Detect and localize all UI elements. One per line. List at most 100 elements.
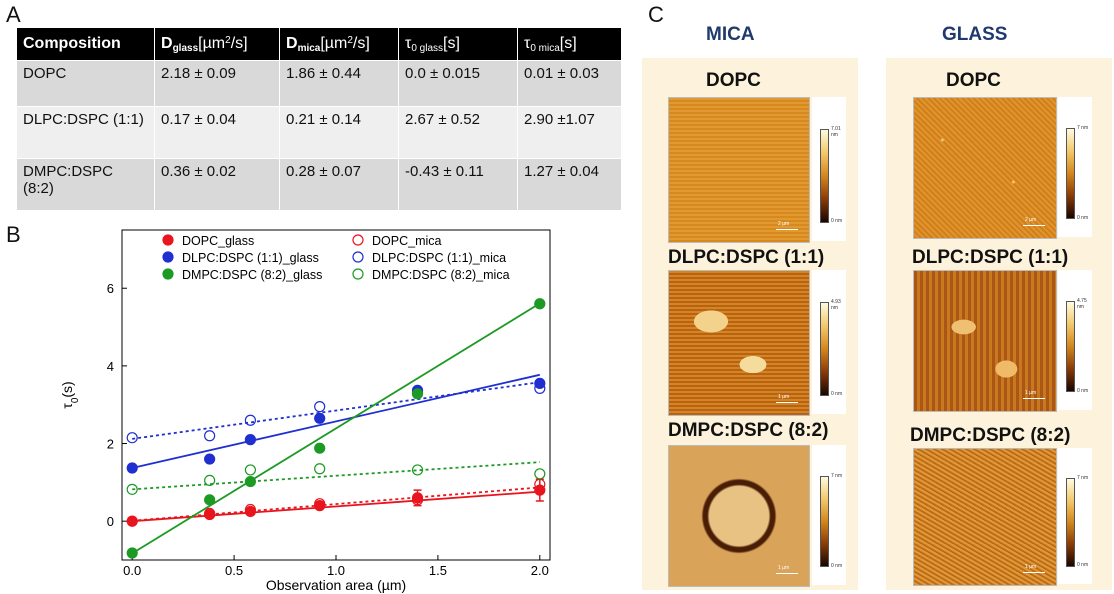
data-point: [244, 414, 256, 426]
data-point: [204, 474, 216, 487]
header-d-mica-unit: [µm: [320, 34, 348, 52]
y-tick-label: 6: [107, 281, 114, 296]
legend-marker: [352, 268, 364, 280]
colorbar-gradient: [1066, 300, 1075, 393]
header-d-glass: Dglass[µm2/s]: [154, 28, 280, 61]
colorbar-max-label: 7 nm: [1077, 125, 1089, 131]
fit-line: [132, 381, 540, 440]
colorbar-min-label: 0 nm: [831, 217, 843, 224]
data-point: [534, 382, 546, 394]
glass-afm-label: DLPC:DSPC (1:1): [912, 247, 1069, 268]
cell-tau-mica: 0.01 ± 0.03: [517, 60, 621, 107]
data-point: [534, 468, 546, 480]
data-point: [244, 464, 256, 476]
colorbar-gradient: [1066, 127, 1075, 220]
colorbar: 4.75 nm 0 nm: [1058, 270, 1092, 410]
scale-bar-label: 2 µm: [778, 221, 790, 227]
colorbar-min-label: 0 nm: [1077, 387, 1089, 394]
scale-bar: [1023, 225, 1045, 226]
header-tau-glass-sub: 0 glass: [411, 42, 444, 54]
panel-label-a: A: [6, 2, 21, 27]
data-point: [204, 430, 216, 442]
colorbar-max-label: 7 nm: [1077, 475, 1089, 482]
data-point: [314, 412, 326, 424]
scale-bar: [1023, 572, 1045, 573]
header-tau-mica-sub: 0 mica: [530, 42, 560, 54]
cell-d-mica: 0.21 ± 0.14: [279, 106, 399, 159]
data-point: [126, 432, 138, 444]
cell-tau-mica: 1.27 ± 0.04: [517, 158, 621, 210]
header-d-mica-sub: mica: [297, 42, 321, 54]
colorbar-max-label: 4.93 nm: [831, 298, 841, 311]
scale-bar-label: 2 µm: [1025, 217, 1037, 223]
scale-bar-label: 1 µm: [1025, 564, 1037, 570]
y-tick-label: 2: [107, 437, 114, 452]
colorbar-gradient: [820, 301, 829, 396]
x-axis-label: Observation area (µm): [266, 577, 406, 593]
fit-line: [131, 373, 541, 469]
colorbar-min-label: 0 nm: [831, 390, 843, 397]
header-d-glass-unit: [µm: [198, 34, 226, 52]
table-header-row: Composition Dglass[µm2/s] Dmica[µm2/s] τ…: [17, 28, 621, 61]
colorbar: 4.93 nm 0 nm: [812, 270, 846, 414]
glass-afm-image: [913, 97, 1057, 239]
glass-afm-image: [913, 448, 1057, 586]
cell-d-glass: 0.17 ± 0.04: [154, 106, 280, 159]
diffusion-table: Composition Dglass[µm2/s] Dmica[µm2/s] τ…: [17, 28, 621, 210]
data-point: [204, 494, 216, 506]
colorbar: 7 nm 0 nm: [1058, 448, 1092, 584]
mica-afm-image: [668, 97, 810, 243]
data-point: [126, 462, 138, 474]
header-d-glass-unit2: /s]: [230, 34, 248, 52]
header-d-glass-main: D: [161, 34, 173, 52]
data-point: [244, 475, 256, 488]
cell-tau-mica: 2.90 ±1.07: [517, 106, 621, 159]
x-tick-label: 1.5: [429, 563, 447, 578]
data-point: [244, 434, 256, 446]
colorbar-gradient: [820, 128, 829, 223]
data-point: [126, 547, 138, 559]
header-tau-mica-main: τ: [524, 34, 531, 52]
header-d-mica-main: D: [286, 34, 298, 52]
mica-afm-label: DLPC:DSPC (1:1): [668, 247, 825, 268]
glass-column-title: GLASS: [942, 24, 1008, 45]
data-point: [314, 498, 326, 510]
header-d-glass-sup: 2: [225, 34, 231, 46]
glass-afm-label: DMPC:DSPC (8:2): [910, 425, 1071, 446]
colorbar-min-label: 0 nm: [831, 562, 843, 569]
mica-afm-image: [668, 270, 810, 416]
scale-bar: [776, 402, 798, 403]
header-d-mica-sup: 2: [347, 34, 353, 46]
cell-d-mica: 0.28 ± 0.07: [279, 158, 399, 210]
colorbar-gradient: [820, 475, 829, 568]
panel-label-b: B: [6, 222, 21, 247]
data-point: [534, 298, 546, 310]
data-point: [314, 401, 326, 413]
legend-entry: DMPC:DSPC (8:2)_glass: [182, 268, 322, 282]
colorbar-min-label: 0 nm: [1077, 562, 1089, 569]
x-tick-label: 2.0: [531, 563, 549, 578]
scale-bar-label: 1 µm: [1025, 390, 1037, 396]
cell-d-glass: 2.18 ± 0.09: [154, 60, 280, 107]
scale-bar-label: 1 µm: [778, 394, 790, 400]
table-row: DOPC 2.18 ± 0.09 1.86 ± 0.44 0.0 ± 0.015…: [17, 60, 621, 107]
data-point: [204, 453, 216, 465]
colorbar: 7 nm 0 nm: [812, 445, 846, 585]
cell-composition: DOPC: [17, 60, 155, 107]
glass-afm-image: [913, 270, 1057, 412]
mica-afm-label: DOPC: [706, 70, 761, 91]
legend-marker: [352, 234, 364, 246]
tau-vs-area-chart: 0.0 0.5 1.0 1.5 2.0 0 2 4 6 Observation area (µm)…: [59, 229, 551, 593]
glass-afm-label: DOPC: [946, 70, 1001, 91]
mica-afm-label: DMPC:DSPC (8:2): [668, 420, 829, 441]
header-tau-glass: τ0 glass[s]: [398, 28, 518, 61]
legend-marker: [162, 251, 174, 263]
data-point: [411, 464, 424, 476]
colorbar-min-label: 0 nm: [1077, 214, 1089, 221]
panel-label-c: C: [648, 2, 664, 27]
colorbar-max-label: 4.75 nm: [1077, 298, 1087, 310]
cell-tau-glass: 2.67 ± 0.52: [398, 106, 518, 159]
mica-afm-image: [668, 445, 810, 587]
fit-line: [132, 461, 540, 491]
fit-line: [132, 490, 540, 523]
